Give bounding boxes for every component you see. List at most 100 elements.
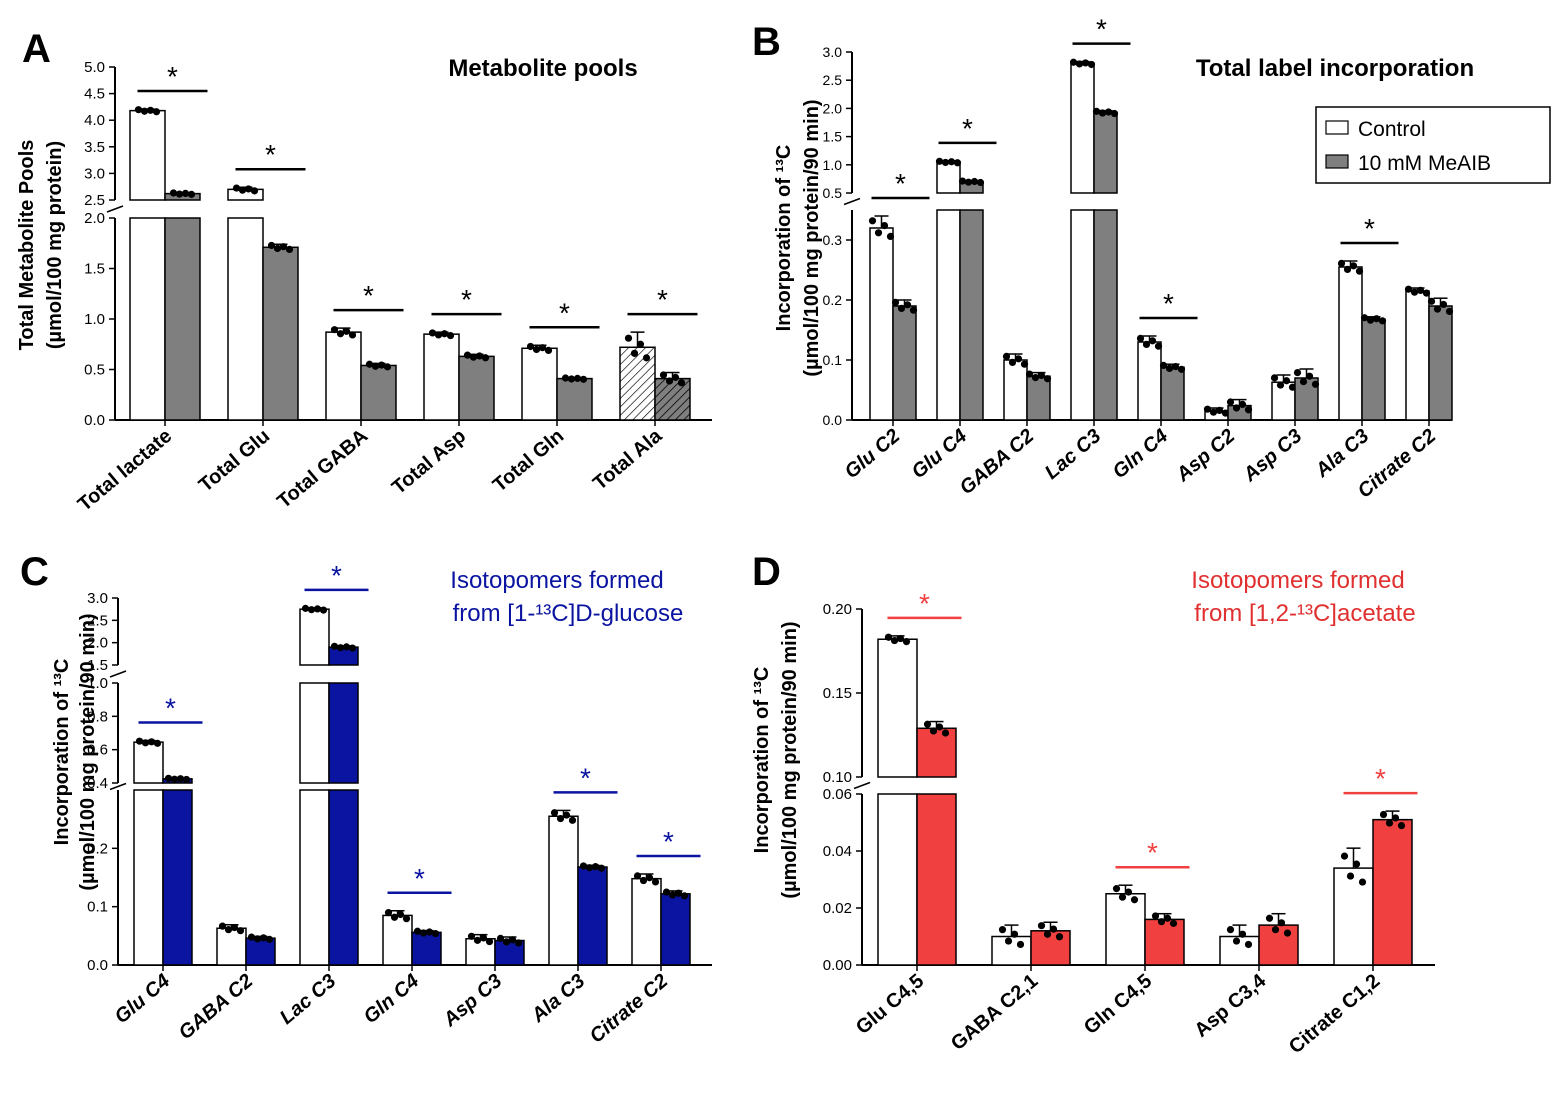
data-point — [1244, 940, 1253, 949]
y-tick-label: 1.0 — [87, 675, 108, 692]
data-point — [342, 327, 351, 335]
data-point — [1154, 342, 1163, 350]
data-point — [253, 935, 262, 943]
data-point — [929, 727, 938, 735]
bar-treated-4 — [556, 377, 593, 421]
y-tick-label: 1.5 — [84, 261, 105, 278]
data-point — [886, 232, 895, 240]
significance-star: * — [919, 588, 930, 619]
axis-break-mark — [843, 197, 861, 206]
data-point — [636, 340, 645, 348]
bar-treated-0 — [892, 305, 917, 421]
data-point — [496, 934, 505, 943]
data-point — [568, 816, 577, 824]
data-point — [1439, 300, 1448, 309]
bar-control-3 — [423, 333, 460, 421]
data-point — [1104, 108, 1113, 116]
axis-break-mark — [853, 781, 871, 790]
y-tick-label: 0.5 — [84, 362, 105, 379]
bar-treated-4 — [1372, 818, 1413, 966]
significance-star: * — [895, 168, 906, 199]
data-point — [1379, 810, 1388, 819]
data-point — [279, 243, 288, 251]
data-point — [1087, 60, 1096, 69]
data-point — [176, 775, 185, 783]
panel-c-ylabel-line2: (µmol/100 mg protein/90 min) — [77, 613, 99, 890]
bar-treated-0 — [916, 727, 957, 778]
data-point — [1271, 926, 1280, 934]
data-point — [1142, 340, 1151, 348]
data-point — [1010, 930, 1019, 938]
bar-control-4 — [521, 347, 558, 421]
data-point — [1130, 896, 1139, 904]
y-tick-label: 0.06 — [823, 786, 852, 803]
data-point — [868, 217, 877, 225]
x-tick-label: Total GABA — [273, 425, 372, 513]
panel-letter-c: C — [20, 550, 49, 594]
data-point — [902, 637, 911, 646]
y-tick-label: 2.0 — [823, 100, 843, 116]
data-point — [1226, 398, 1235, 406]
data-point — [169, 189, 178, 197]
y-tick-label: 1.0 — [84, 311, 105, 328]
bar-treated-3 — [1093, 209, 1118, 421]
data-point — [419, 929, 428, 937]
bar-treated-2 — [328, 682, 359, 784]
significance-star: * — [461, 284, 472, 315]
bar-treated-2 — [1026, 375, 1051, 421]
data-point — [259, 934, 268, 942]
data-point — [473, 936, 482, 944]
data-point — [232, 184, 241, 192]
data-point — [1165, 364, 1174, 372]
data-point — [567, 375, 576, 383]
data-point — [1055, 933, 1064, 941]
x-tick-label: Glu C4 — [908, 425, 972, 483]
panel-a-ylabel-line2: (µmol/100 mg protein) — [44, 141, 66, 349]
data-point — [1445, 307, 1454, 316]
data-point — [1378, 317, 1387, 325]
panel-d-title-line1: Isotopomers formed — [1191, 567, 1404, 594]
data-point — [550, 809, 559, 817]
data-point — [1238, 930, 1247, 938]
axis-break-mark — [106, 205, 124, 213]
data-point — [1352, 860, 1361, 868]
data-point — [1276, 381, 1285, 389]
chart-marks: 0.00.51.01.52.02.53.03.54.04.55.0 *Total … — [74, 14, 1454, 1058]
data-point — [573, 374, 582, 382]
x-tick-label: Lac C3 — [276, 970, 340, 1029]
data-point — [330, 326, 339, 334]
x-tick-label: Total Glu — [195, 425, 274, 497]
x-tick-label: Total Asp — [388, 425, 470, 499]
data-point — [659, 371, 668, 379]
data-point — [1283, 929, 1292, 937]
bar-control-3 — [382, 914, 413, 966]
data-point — [526, 342, 535, 351]
data-point — [147, 738, 156, 746]
data-point — [998, 926, 1007, 934]
bar-treated-0 — [916, 793, 957, 966]
x-tick-label: GABA C2 — [956, 425, 1039, 499]
y-tick-label: 0.10 — [823, 769, 852, 786]
data-point — [153, 739, 162, 747]
data-point — [238, 186, 247, 194]
panel-b-plot: 0.0 0.1 0.2 0.3 0.5 1.0 1.5 2.0 2.5 3.0 * Glu C2 * Gl… — [823, 14, 1454, 503]
bar-control-8 — [1405, 290, 1430, 421]
significance-star: * — [1163, 288, 1174, 319]
bar-treated-6 — [660, 893, 691, 966]
data-point — [1043, 930, 1052, 938]
y-tick-label: 2.0 — [87, 635, 108, 652]
data-point — [958, 177, 967, 185]
data-point — [1372, 315, 1381, 323]
bar-treated-3 — [1258, 924, 1299, 966]
data-point — [425, 928, 434, 936]
bar-control-5 — [548, 815, 579, 966]
data-point — [1081, 59, 1090, 67]
bar-treated-1 — [959, 209, 984, 421]
data-point — [645, 874, 654, 882]
significance-star: * — [559, 297, 570, 328]
data-point — [1016, 940, 1025, 949]
panel-a-title: Metabolite pools — [448, 55, 637, 82]
y-tick-label: 0.8 — [87, 708, 108, 725]
data-point — [244, 185, 253, 193]
bar-control-1 — [936, 209, 961, 421]
